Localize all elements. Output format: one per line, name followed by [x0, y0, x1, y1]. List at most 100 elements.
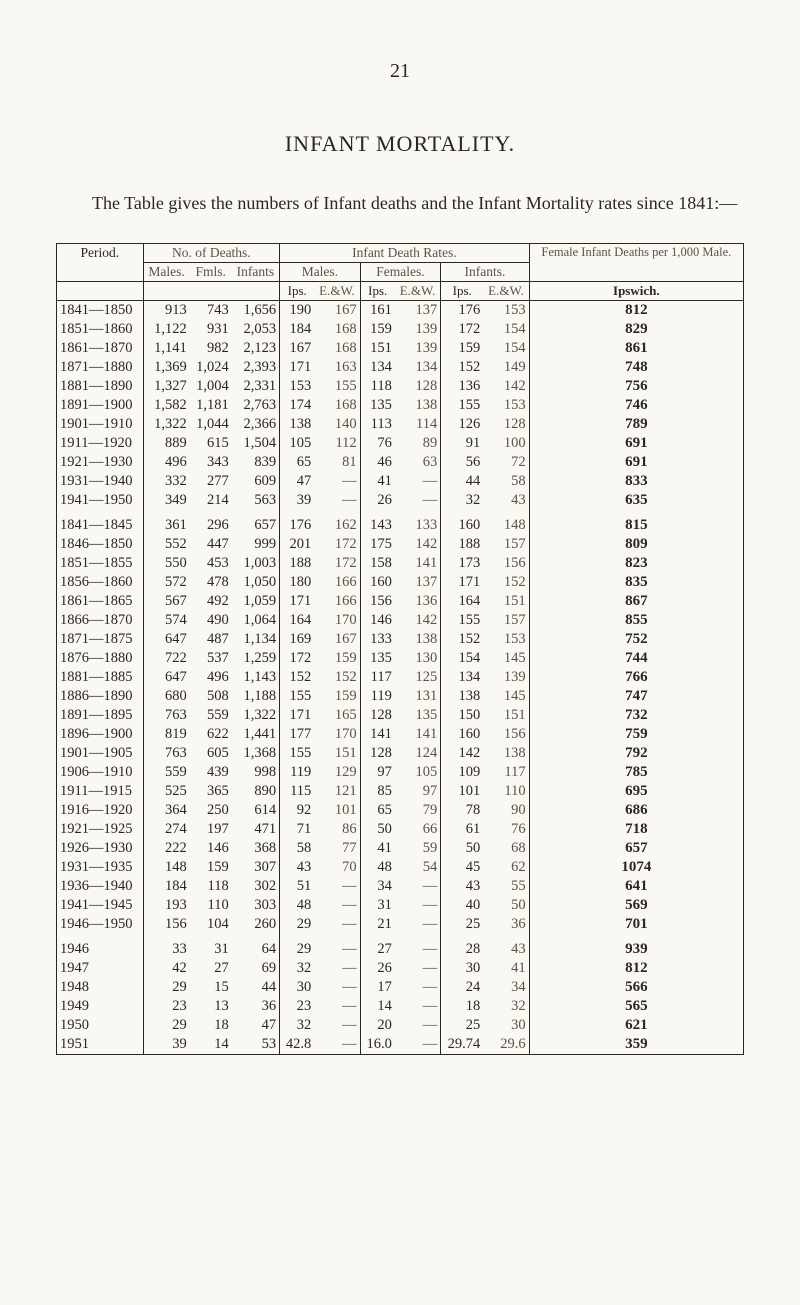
cell-period: 1901—1910: [57, 415, 144, 434]
cell-males: 763: [143, 744, 190, 763]
th-ipswich: Ipswich.: [529, 282, 743, 301]
cell-infants: 1,504: [232, 434, 280, 453]
cell-males-ew: —: [314, 472, 360, 491]
cell-period: 1861—1870: [57, 339, 144, 358]
cell-males-ew: —: [314, 959, 360, 978]
cell-males-ew: 152: [314, 668, 360, 687]
cell-period: 1931—1940: [57, 472, 144, 491]
cell-infants-ips: 30: [441, 959, 484, 978]
cell-infants-ips: 160: [441, 516, 484, 535]
table-row: 195139145342.8—16.0—29.7429.6359: [57, 1035, 744, 1055]
th-ips-m: Ips.: [280, 282, 315, 301]
cell-infants: 2,366: [232, 415, 280, 434]
cell-males: 647: [143, 668, 190, 687]
cell-infants-ips: 24: [441, 978, 484, 997]
cell-period: 1901—1905: [57, 744, 144, 763]
cell-females-ips: 97: [360, 763, 395, 782]
table-row: 1871—18756474871,13416916713313815215375…: [57, 630, 744, 649]
cell-males: 1,327: [143, 377, 190, 396]
cell-females-ew: —: [395, 472, 441, 491]
cell-females-ew: 137: [395, 573, 441, 592]
cell-fmls: 559: [190, 706, 232, 725]
cell-males: 819: [143, 725, 190, 744]
cell-period: 1916—1920: [57, 801, 144, 820]
cell-infants: 998: [232, 763, 280, 782]
cell-period: 1931—1935: [57, 858, 144, 877]
cell-infants-ips: 78: [441, 801, 484, 820]
cell-infants-ew: 156: [483, 725, 529, 744]
cell-females-ew: 142: [395, 535, 441, 554]
cell-males-ew: —: [314, 877, 360, 896]
cell-females-ew: 137: [395, 301, 441, 321]
cell-ipswich: 635: [529, 491, 743, 510]
cell-males: 496: [143, 453, 190, 472]
cell-infants-ew: 145: [483, 649, 529, 668]
cell-infants-ips: 164: [441, 592, 484, 611]
cell-ipswich: 657: [529, 839, 743, 858]
cell-males-ew: 159: [314, 649, 360, 668]
cell-ipswich: 359: [529, 1035, 743, 1055]
cell-infants: 1,050: [232, 573, 280, 592]
cell-fmls: 1,004: [190, 377, 232, 396]
cell-males: 550: [143, 554, 190, 573]
cell-fmls: 439: [190, 763, 232, 782]
cell-ipswich: 747: [529, 687, 743, 706]
cell-infants: 44: [232, 978, 280, 997]
cell-females-ips: 26: [360, 959, 395, 978]
table-row: 1896—19008196221,44117717014114116015675…: [57, 725, 744, 744]
table-row: 1916—19203642506149210165797890686: [57, 801, 744, 820]
cell-females-ew: 124: [395, 744, 441, 763]
cell-males: 680: [143, 687, 190, 706]
cell-males-ew: 166: [314, 573, 360, 592]
cell-males-ips: 167: [280, 339, 315, 358]
cell-females-ew: 141: [395, 554, 441, 573]
cell-females-ew: —: [395, 1016, 441, 1035]
cell-males: 567: [143, 592, 190, 611]
table-row: 1921—1930496343839658146635672691: [57, 453, 744, 472]
cell-period: 1881—1885: [57, 668, 144, 687]
cell-infants: 2,123: [232, 339, 280, 358]
cell-infants-ew: 154: [483, 339, 529, 358]
cell-fmls: 447: [190, 535, 232, 554]
cell-period: 1911—1915: [57, 782, 144, 801]
cell-infants-ew: 58: [483, 472, 529, 491]
cell-males-ips: 58: [280, 839, 315, 858]
cell-males-ips: 153: [280, 377, 315, 396]
cell-males: 913: [143, 301, 190, 321]
cell-males-ew: —: [314, 1016, 360, 1035]
cell-fmls: 1,044: [190, 415, 232, 434]
cell-females-ips: 134: [360, 358, 395, 377]
table-row: 1901—19101,3221,0442,3661381401131141261…: [57, 415, 744, 434]
cell-males-ew: 172: [314, 554, 360, 573]
cell-females-ips: 26: [360, 491, 395, 510]
cell-infants-ew: 90: [483, 801, 529, 820]
table-row: 194742276932—26—3041812: [57, 959, 744, 978]
cell-period: 1871—1875: [57, 630, 144, 649]
cell-males-ew: 172: [314, 535, 360, 554]
cell-females-ew: —: [395, 940, 441, 959]
cell-infants-ips: 44: [441, 472, 484, 491]
cell-infants: 609: [232, 472, 280, 491]
cell-males-ips: 188: [280, 554, 315, 573]
cell-males-ips: 201: [280, 535, 315, 554]
cell-males-ew: —: [314, 491, 360, 510]
table-row: 1851—18555504531,00318817215814117315682…: [57, 554, 744, 573]
cell-males-ew: 77: [314, 839, 360, 858]
cell-infants-ew: 148: [483, 516, 529, 535]
cell-fmls: 931: [190, 320, 232, 339]
cell-infants-ew: 142: [483, 377, 529, 396]
cell-males-ew: 168: [314, 396, 360, 415]
cell-males-ips: 29: [280, 915, 315, 934]
cell-period: 1941—1950: [57, 491, 144, 510]
cell-females-ips: 161: [360, 301, 395, 321]
cell-males-ips: 32: [280, 1016, 315, 1035]
cell-fmls: 622: [190, 725, 232, 744]
cell-infants-ips: 126: [441, 415, 484, 434]
cell-period: 1876—1880: [57, 649, 144, 668]
cell-infants-ips: 150: [441, 706, 484, 725]
cell-fmls: 615: [190, 434, 232, 453]
cell-infants-ew: 29.6: [483, 1035, 529, 1055]
cell-females-ips: 46: [360, 453, 395, 472]
table-row: 1851—18601,1229312,053184168159139172154…: [57, 320, 744, 339]
table-row: 1901—19057636051,36815515112812414213879…: [57, 744, 744, 763]
